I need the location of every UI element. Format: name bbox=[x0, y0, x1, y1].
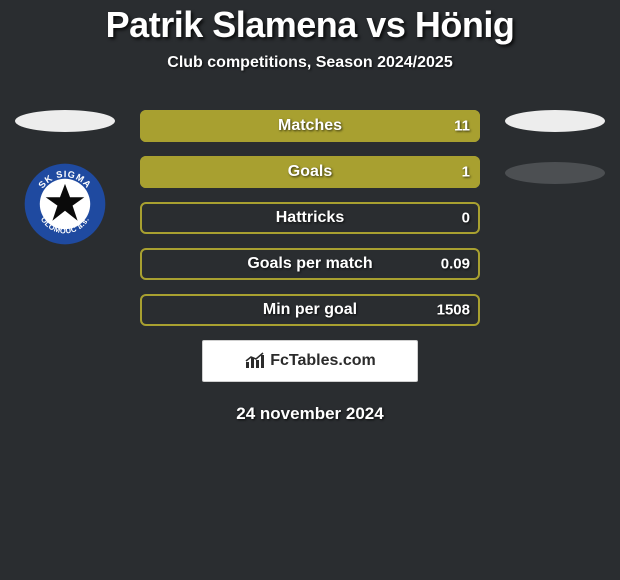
subtitle: Club competitions, Season 2024/2025 bbox=[0, 54, 620, 72]
stat-row: Goals per match0.09 bbox=[140, 248, 480, 280]
stat-value: 0 bbox=[462, 210, 470, 227]
comparison-content: SK SIGMA OLOMOUC a.s. Matches11 Goals1 Hat… bbox=[0, 110, 620, 424]
page-title: Patrik Slamena vs Hönig bbox=[0, 0, 620, 46]
player-ellipse-right-1 bbox=[505, 110, 605, 132]
stat-value: 1 bbox=[462, 164, 470, 181]
stat-label: Goals bbox=[140, 163, 480, 181]
player-ellipse-left-1 bbox=[15, 110, 115, 132]
brand-chart-icon bbox=[244, 352, 266, 370]
left-player-column: SK SIGMA OLOMOUC a.s. bbox=[10, 110, 120, 246]
brand-box: FcTables.com bbox=[202, 340, 418, 382]
stat-row: Hattricks0 bbox=[140, 202, 480, 234]
stat-row: Matches11 bbox=[140, 110, 480, 142]
stat-label: Goals per match bbox=[140, 255, 480, 273]
stat-value: 1508 bbox=[437, 302, 470, 319]
right-player-column bbox=[500, 110, 610, 214]
club-badge-sigma: SK SIGMA OLOMOUC a.s. bbox=[23, 162, 107, 246]
stat-bars: Matches11 Goals1 Hattricks0 Goals per match… bbox=[140, 110, 480, 326]
date-text: 24 november 2024 bbox=[0, 404, 620, 424]
stat-row: Min per goal1508 bbox=[140, 294, 480, 326]
player-ellipse-right-2 bbox=[505, 162, 605, 184]
brand-text: FcTables.com bbox=[270, 352, 376, 370]
stat-label: Min per goal bbox=[140, 301, 480, 319]
stat-label: Matches bbox=[140, 117, 480, 135]
stat-value: 11 bbox=[454, 118, 470, 135]
stat-label: Hattricks bbox=[140, 209, 480, 227]
stat-row: Goals1 bbox=[140, 156, 480, 188]
stat-value: 0.09 bbox=[441, 256, 470, 273]
